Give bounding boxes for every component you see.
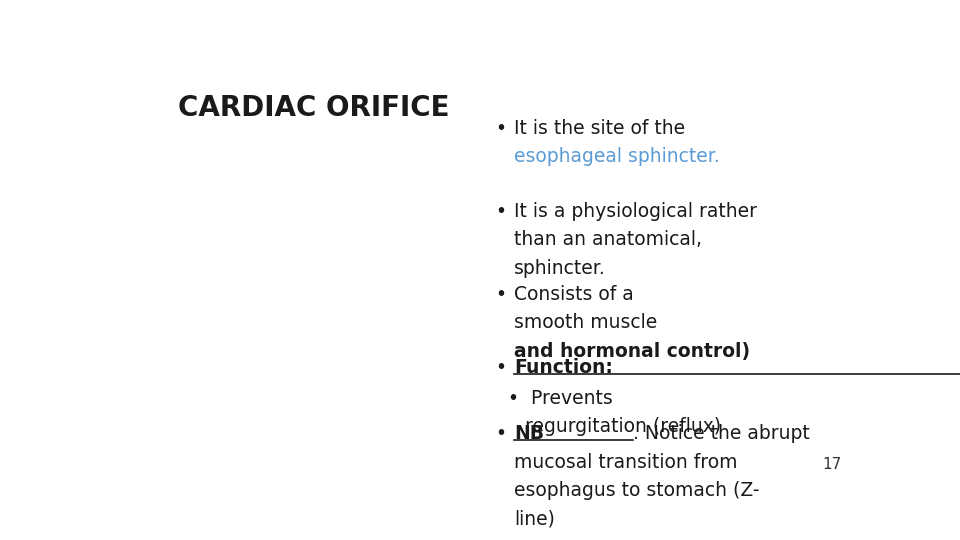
Text: •: • xyxy=(495,358,507,377)
Text: than an anatomical,: than an anatomical, xyxy=(515,230,703,249)
Text: sphincter.: sphincter. xyxy=(515,259,606,278)
Text: mucosal transition from: mucosal transition from xyxy=(515,453,738,472)
Text: smooth muscle: smooth muscle xyxy=(515,313,663,333)
Text: esophagus to stomach (Z-: esophagus to stomach (Z- xyxy=(515,481,759,500)
Text: 17: 17 xyxy=(823,457,842,472)
Text: line): line) xyxy=(515,509,555,528)
Text: •: • xyxy=(495,424,507,443)
Text: esophageal sphincter.: esophageal sphincter. xyxy=(515,147,720,166)
Text: Prevents: Prevents xyxy=(525,389,613,408)
Text: •: • xyxy=(495,202,507,221)
Text: •: • xyxy=(507,389,518,408)
Text: •: • xyxy=(495,285,507,304)
Text: •: • xyxy=(495,119,507,138)
Text: Function:: Function: xyxy=(515,358,613,377)
Text: It is a physiological rather: It is a physiological rather xyxy=(515,202,757,221)
Text: . Notice the abrupt: . Notice the abrupt xyxy=(633,424,809,443)
Text: It is the site of the: It is the site of the xyxy=(515,119,691,138)
Text: CARDIAC ORIFICE: CARDIAC ORIFICE xyxy=(178,94,449,122)
Text: NB: NB xyxy=(515,424,544,443)
Text: and hormonal control): and hormonal control) xyxy=(515,342,751,361)
Text: regurgitation (reflux): regurgitation (reflux) xyxy=(525,417,722,436)
Text: Consists of a: Consists of a xyxy=(515,285,640,304)
